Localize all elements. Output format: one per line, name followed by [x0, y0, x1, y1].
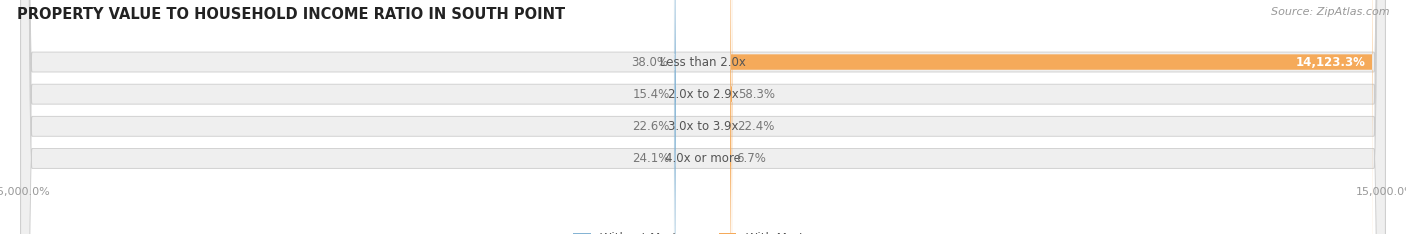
Text: 2.0x to 2.9x: 2.0x to 2.9x [668, 88, 738, 101]
Text: 58.3%: 58.3% [738, 88, 775, 101]
FancyBboxPatch shape [21, 0, 1385, 234]
Text: Less than 2.0x: Less than 2.0x [659, 55, 747, 69]
Text: 14,123.3%: 14,123.3% [1296, 55, 1365, 69]
Text: 6.7%: 6.7% [737, 152, 766, 165]
Text: 15.4%: 15.4% [633, 88, 669, 101]
Text: 3.0x to 3.9x: 3.0x to 3.9x [668, 120, 738, 133]
FancyBboxPatch shape [730, 0, 1372, 234]
Text: 22.4%: 22.4% [737, 120, 775, 133]
Legend: Without Mortgage, With Mortgage: Without Mortgage, With Mortgage [568, 227, 838, 234]
Text: 4.0x or more: 4.0x or more [665, 152, 741, 165]
FancyBboxPatch shape [730, 0, 733, 234]
Text: PROPERTY VALUE TO HOUSEHOLD INCOME RATIO IN SOUTH POINT: PROPERTY VALUE TO HOUSEHOLD INCOME RATIO… [17, 7, 565, 22]
FancyBboxPatch shape [21, 0, 1385, 234]
FancyBboxPatch shape [21, 0, 1385, 234]
Text: 22.6%: 22.6% [631, 120, 669, 133]
Text: 24.1%: 24.1% [631, 152, 669, 165]
Text: Source: ZipAtlas.com: Source: ZipAtlas.com [1271, 7, 1389, 17]
FancyBboxPatch shape [21, 0, 1385, 234]
FancyBboxPatch shape [673, 0, 676, 234]
Text: 38.0%: 38.0% [631, 55, 668, 69]
